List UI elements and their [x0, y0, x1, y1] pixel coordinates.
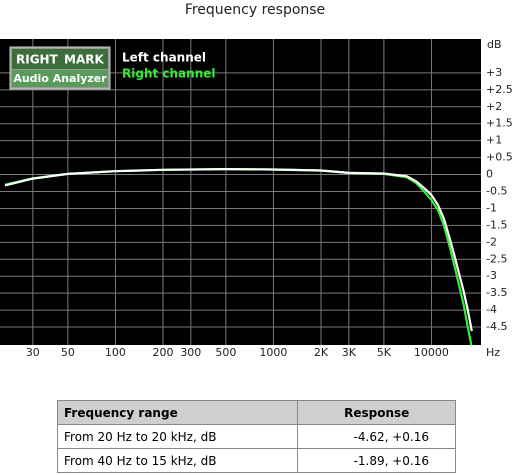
y-tick-label: 0 [486, 168, 493, 181]
x-tick-label: 1000 [259, 346, 287, 359]
logo-text: RIGHT [16, 53, 59, 67]
chart-title: Frequency response [185, 2, 325, 18]
y-tick-label: -3 [486, 269, 497, 282]
table-header: Frequency range Response [56, 400, 456, 425]
table-row: From 20 Hz to 20 kHz, dB -4.62, +0.16 [56, 424, 456, 449]
x-tick-label: 300 [180, 346, 201, 359]
x-tick-label: 100 [105, 346, 126, 359]
cell: -1.89, +0.16 [297, 448, 456, 473]
x-tick-label: 30 [26, 346, 40, 359]
y-tick-label: -0.5 [486, 185, 507, 198]
x-axis-label: Hz [486, 346, 500, 359]
grid [0, 39, 481, 345]
legend-entry: Left channel [122, 51, 206, 65]
y-tick-label: +1.5 [486, 117, 513, 130]
x-tick-label: 500 [215, 346, 236, 359]
header-cell: Frequency range [56, 400, 299, 425]
y-tick-label: +0.5 [486, 151, 513, 164]
y-tick-label: -1.5 [486, 218, 507, 231]
logo-text: MARK [64, 53, 104, 67]
x-tick-label: 200 [153, 346, 174, 359]
cell: From 20 Hz to 20 kHz, dB [56, 424, 299, 449]
y-tick-label: -3.5 [486, 286, 507, 299]
y-tick-label: +3 [486, 66, 502, 79]
y-tick-label: -4.5 [486, 320, 507, 333]
chart: Frequency response RIGHT MARK Audio Anal… [0, 2, 513, 359]
y-tick-label: +2.5 [486, 83, 513, 96]
y-tick-label: -2 [486, 235, 497, 248]
y-tick-label: -4 [486, 303, 497, 316]
logo-top [12, 49, 108, 69]
x-tick-label: 10000 [414, 346, 449, 359]
lines [4, 167, 473, 345]
x-tick-label: 3K [342, 346, 357, 359]
header-cell: Response [297, 400, 456, 425]
results-table: Frequency range Response From 20 Hz to 2… [56, 400, 456, 473]
cell: From 40 Hz to 15 kHz, dB [56, 448, 299, 473]
y-tick-label: +2 [486, 100, 502, 113]
y-tick-label: +1 [486, 134, 502, 147]
table-row: From 40 Hz to 15 kHz, dB -1.89, +0.16 [56, 448, 456, 473]
cell: -4.62, +0.16 [297, 424, 456, 449]
x-tick-label: 2K [314, 346, 329, 359]
x-tick-label: 50 [61, 346, 75, 359]
y-tick-label: -2.5 [486, 252, 507, 265]
y-axis-label: dB [487, 38, 502, 51]
logo-text: Audio Analyzer [13, 72, 107, 85]
y-tick-label: -1 [486, 201, 497, 214]
legend-entry: Right channel [122, 67, 216, 81]
series-line [4, 167, 473, 332]
logo-bottom [12, 70, 108, 87]
logo: RIGHT MARK Audio Analyzer [9, 46, 111, 90]
x-tick-label: 5K [377, 346, 392, 359]
